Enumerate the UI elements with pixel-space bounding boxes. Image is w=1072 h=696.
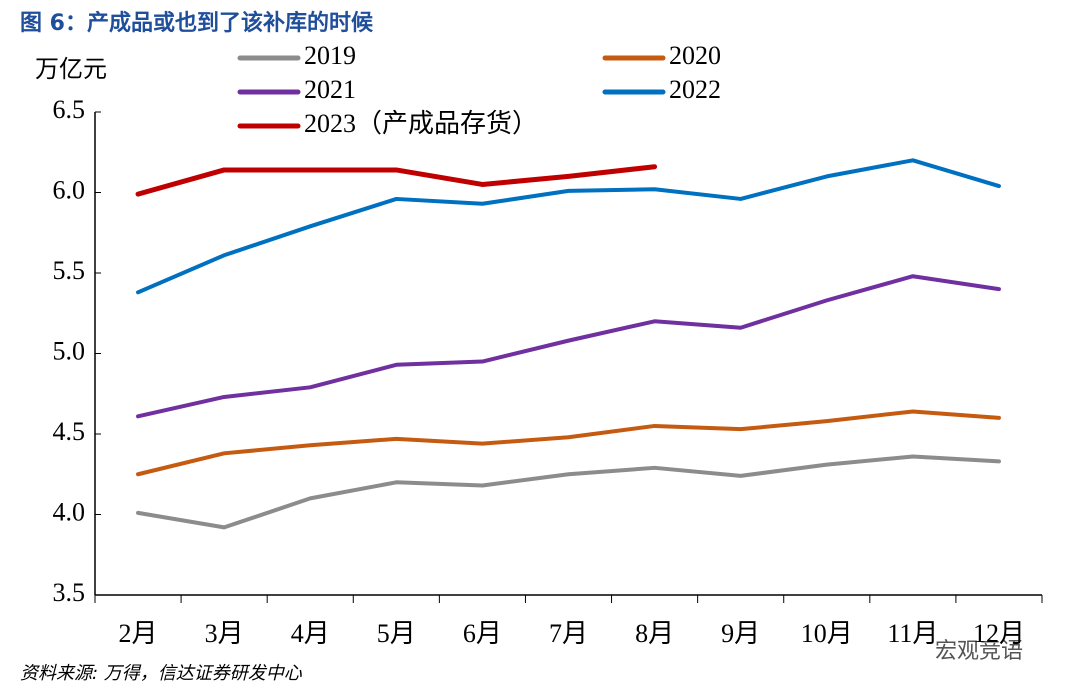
x-tick-label: 2月: [119, 619, 158, 648]
x-tick-label: 5月: [377, 619, 416, 648]
legend-label: 2019: [304, 41, 356, 70]
x-tick-label: 9月: [721, 619, 760, 648]
legend-label: 2023（产成品存货）: [304, 109, 538, 138]
x-tick-label: 11月: [887, 619, 938, 648]
x-tick-label: 7月: [549, 619, 588, 648]
y-tick-label: 6.5: [53, 95, 86, 124]
series-line: [136, 158, 1001, 295]
y-tick-label: 5.0: [53, 336, 86, 365]
legend-label: 2022: [669, 75, 721, 104]
watermark: 宏观竞语: [935, 639, 1023, 664]
y-tick-label: 6.0: [53, 175, 86, 204]
legend-label: 2021: [304, 75, 356, 104]
series-line: [135, 164, 658, 197]
source: 资料来源: 万得，信达证券研发中心: [20, 663, 303, 684]
x-tick-label: 4月: [291, 619, 330, 648]
x-tick-label: 12月: [973, 619, 1025, 648]
x-tick-label: 6月: [463, 619, 502, 648]
x-tick-label: 3月: [205, 619, 244, 648]
y-tick-label: 4.5: [53, 417, 86, 446]
y-tick-label: 5.5: [53, 256, 86, 285]
y-axis-label: 万亿元: [35, 55, 107, 83]
chart-title: 图 6：产成品或也到了该补库的时候: [20, 10, 374, 36]
legend-label: 2020: [669, 41, 721, 70]
series-line: [136, 454, 1001, 530]
x-tick-label: 8月: [635, 619, 674, 648]
x-tick-label: 10月: [801, 619, 853, 648]
y-tick-label: 4.0: [53, 497, 86, 526]
series-line: [136, 409, 1001, 477]
y-tick-label: 3.5: [53, 578, 86, 607]
series-line: [136, 274, 1001, 419]
